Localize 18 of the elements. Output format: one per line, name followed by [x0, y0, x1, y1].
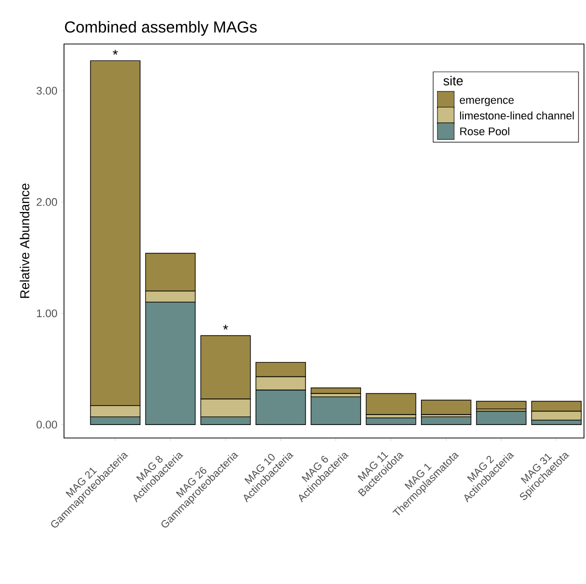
- y-tick-label: 2.00: [36, 198, 58, 206]
- legend-title: site: [444, 76, 463, 86]
- y-tick-label: 0.00: [36, 420, 58, 429]
- chart-title: Combined assembly MAGs: [65, 20, 257, 36]
- bar: [420, 416, 472, 425]
- y-axis-title: Relative Abundance: [20, 184, 30, 298]
- y-tick-label: 3.00: [36, 86, 58, 95]
- bar: [420, 400, 472, 415]
- legend-label: Rose Pool: [460, 127, 510, 136]
- bar: [310, 396, 362, 425]
- bar: [476, 410, 526, 425]
- annotation: *: [112, 50, 118, 55]
- legend-label: limestone-lined channel: [460, 112, 574, 120]
- annotation: *: [223, 324, 228, 330]
- bar: [366, 393, 416, 415]
- bar: [366, 418, 416, 425]
- legend-label: emergence: [460, 98, 514, 106]
- y-tick-label: 1.00: [36, 309, 58, 318]
